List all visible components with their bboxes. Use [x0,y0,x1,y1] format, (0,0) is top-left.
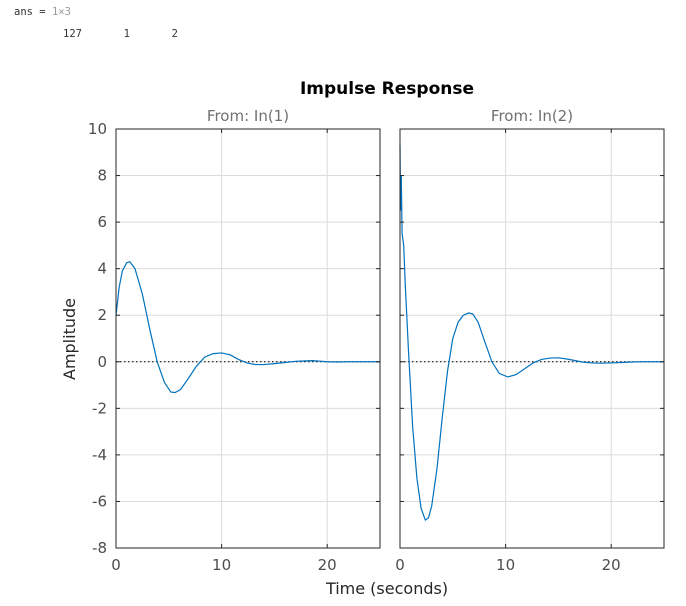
y-tick-label: 4 [97,260,107,278]
y-tick-label: 8 [97,167,107,185]
impulse-response-line [399,145,664,522]
x-tick-label: 20 [318,556,337,574]
y-tick-label: -8 [92,539,107,557]
ans-value-3: 2 [171,28,178,40]
y-tick-label: 6 [97,213,107,231]
plot-area [116,129,380,548]
subplot-title: From: In(2) [491,107,573,125]
y-axis-label: Amplitude [60,298,79,380]
subplot-from-in2: 0 10 20 From: In(2) [395,107,665,574]
impulse-response-line [115,260,380,394]
ans-equals: = [32,6,52,18]
plot-area [400,129,664,548]
y-tick-label: 2 [97,306,107,324]
console-output: ans = 1×3 127 1 2 [0,0,686,60]
ans-header: ans = 1×3 [14,6,71,18]
axes-box [399,128,665,549]
ans-dims: 1×3 [51,6,71,18]
y-tick-label: 10 [88,120,107,138]
x-tick-label: 10 [496,556,515,574]
x-tick-label: 0 [395,556,405,574]
x-tick-label: 20 [602,556,621,574]
x-axis-label: Time (seconds) [325,579,448,598]
axes-box [115,128,381,549]
x-tick-label: 0 [111,556,121,574]
ans-value-2: 1 [123,28,130,40]
ans-var-name: ans [14,6,33,18]
y-tick-label: 0 [97,353,107,371]
y-tick-label: -4 [92,446,107,464]
y-tick-label: -2 [92,399,107,417]
subplot-from-in1: 0 10 20 -8 -6 -4 -2 0 2 4 6 8 10 From: In(1) [88,107,381,574]
subplot-title: From: In(1) [207,107,289,125]
ans-value-1: 127 [63,28,82,40]
x-tick-label: 10 [212,556,231,574]
y-tick-label: -6 [92,492,107,510]
chart-title: Impulse Response [300,79,474,99]
